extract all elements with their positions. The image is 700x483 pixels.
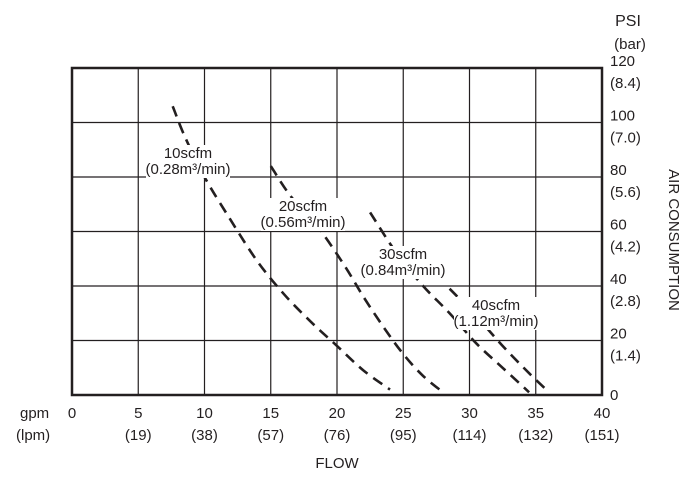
y-tick-label: 120: [610, 53, 635, 70]
curve-30scfm: [369, 211, 530, 394]
series-sublabel-20scfm: (0.56m³/min): [260, 214, 345, 231]
series-sublabel-30scfm: (0.84m³/min): [360, 262, 445, 279]
y-tick-sublabel: (2.8): [610, 293, 641, 310]
y-tick-label: 100: [610, 108, 635, 125]
series-label-backdrop: [361, 246, 445, 279]
curve-10scfm: [171, 105, 391, 391]
y-tick-sublabel: (7.0): [610, 130, 641, 147]
x-tick-label: 20: [329, 405, 346, 422]
x-tick-label: 40: [594, 405, 611, 422]
x-tick-label: 30: [461, 405, 478, 422]
series-labels: 10scfm(0.28m³/min) 20scfm(0.56m³/min) 30sc…: [145, 145, 539, 330]
y-tick-sublabel: (4.2): [610, 239, 641, 256]
y-tick-label: 80: [610, 162, 627, 179]
series-label-backdrop: [454, 297, 538, 330]
y-tick-sublabel: (1.4): [610, 348, 641, 365]
x-tick-sublabel: (76): [324, 427, 351, 444]
x-tick-label: 25: [395, 405, 412, 422]
x-tick-label: 5: [134, 405, 142, 422]
y-tick-sublabel: (8.4): [610, 75, 641, 92]
y-tick-label: 40: [610, 271, 627, 288]
x-axis-title: FLOW: [315, 455, 359, 472]
plot-frame: [70, 66, 604, 397]
x-tick-label: 35: [527, 405, 544, 422]
x-tick-labels: 0 5 (19) 10 (38) 15 (57) 20 (76) 25 (95) 30 (114) 35 (…: [68, 405, 620, 444]
x-tick-sublabel: (95): [390, 427, 417, 444]
series-label-20scfm: 20scfm: [279, 198, 327, 215]
series-label-30scfm: 30scfm: [379, 246, 427, 263]
x-tick-label: 10: [196, 405, 213, 422]
x-tick-label: 0: [68, 405, 76, 422]
y-unit-secondary: (bar): [614, 36, 646, 53]
x-unit-primary: gpm: [20, 405, 49, 422]
x-tick-sublabel: (114): [453, 427, 487, 444]
y-tick-label: 0: [610, 387, 618, 404]
y-tick-sublabel: (5.6): [610, 184, 641, 201]
x-tick-sublabel: (38): [191, 427, 218, 444]
series-label-10scfm: 10scfm: [164, 145, 212, 162]
series-label-backdrop: [261, 198, 345, 231]
x-tick-sublabel: (57): [257, 427, 284, 444]
x-tick-label: 15: [262, 405, 279, 422]
y-unit-primary: PSI: [615, 13, 641, 30]
series-sublabel-40scfm: (1.12m³/min): [453, 313, 538, 330]
y-tick-label: 60: [610, 217, 627, 234]
x-tick-sublabel: (19): [125, 427, 152, 444]
y-tick-labels: 0 20 (1.4) 40 (2.8) 60 (4.2) 80 (5.6) 100 (7.0) 120…: [610, 53, 641, 404]
x-unit-secondary: (lpm): [16, 427, 50, 444]
x-tick-sublabel: (151): [584, 427, 619, 444]
series-label-backdrop: [146, 145, 230, 178]
series-label-40scfm: 40scfm: [472, 297, 520, 314]
x-tick-sublabel: (132): [518, 427, 553, 444]
y-tick-label: 20: [610, 326, 627, 343]
series-sublabel-10scfm: (0.28m³/min): [145, 161, 230, 178]
y-axis-title: AIR CONSUMPTION: [665, 169, 682, 311]
